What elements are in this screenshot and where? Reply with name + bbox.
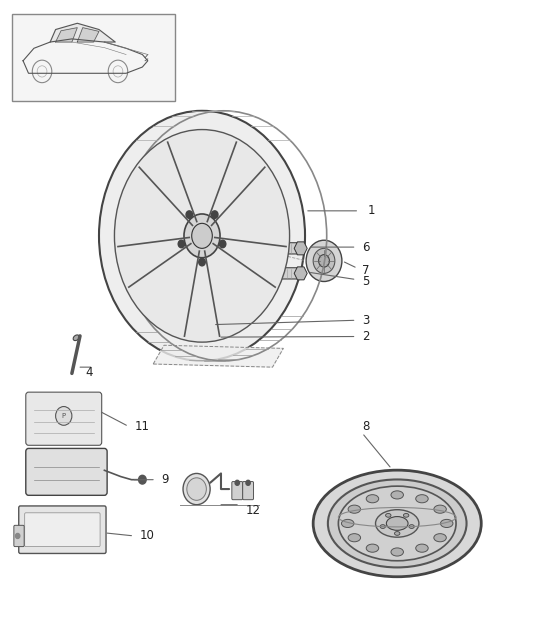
FancyBboxPatch shape [26, 448, 107, 495]
Ellipse shape [366, 544, 379, 552]
Text: 8: 8 [362, 420, 370, 433]
Text: 2: 2 [362, 330, 370, 343]
Text: 3: 3 [362, 314, 370, 327]
Ellipse shape [313, 470, 481, 577]
Circle shape [56, 406, 72, 425]
Text: P: P [62, 413, 66, 419]
Text: 12: 12 [245, 504, 261, 517]
Circle shape [183, 474, 210, 505]
Circle shape [319, 254, 329, 267]
Ellipse shape [342, 519, 354, 528]
Circle shape [246, 480, 250, 485]
FancyBboxPatch shape [26, 392, 102, 445]
Ellipse shape [385, 514, 391, 517]
Ellipse shape [73, 335, 79, 340]
Ellipse shape [395, 531, 400, 535]
Ellipse shape [114, 129, 289, 342]
Text: 10: 10 [140, 529, 155, 543]
Circle shape [193, 323, 200, 330]
Text: 4: 4 [86, 365, 93, 379]
Ellipse shape [434, 534, 446, 542]
Polygon shape [153, 345, 283, 367]
Circle shape [186, 211, 192, 219]
FancyBboxPatch shape [19, 506, 106, 553]
Text: 11: 11 [134, 420, 149, 433]
Ellipse shape [403, 514, 409, 517]
Ellipse shape [338, 486, 456, 561]
FancyBboxPatch shape [269, 268, 298, 279]
Ellipse shape [391, 548, 403, 556]
Ellipse shape [416, 495, 428, 503]
Ellipse shape [386, 517, 408, 530]
Ellipse shape [192, 224, 213, 248]
Ellipse shape [409, 524, 414, 528]
Circle shape [187, 478, 207, 501]
Circle shape [313, 248, 335, 273]
Bar [12, 14, 175, 102]
FancyBboxPatch shape [14, 526, 24, 546]
Polygon shape [77, 28, 99, 42]
Circle shape [306, 241, 342, 281]
Text: 9: 9 [161, 473, 169, 486]
Circle shape [235, 480, 239, 485]
Circle shape [178, 241, 185, 247]
Ellipse shape [328, 479, 467, 568]
Circle shape [199, 258, 205, 266]
FancyBboxPatch shape [232, 482, 243, 500]
FancyBboxPatch shape [25, 513, 100, 546]
Text: 7: 7 [362, 264, 370, 277]
Ellipse shape [348, 534, 361, 542]
FancyBboxPatch shape [269, 243, 298, 254]
Ellipse shape [366, 495, 379, 503]
Circle shape [138, 475, 146, 484]
Polygon shape [56, 28, 77, 42]
Text: 5: 5 [362, 275, 370, 288]
Ellipse shape [434, 505, 446, 513]
Text: 1: 1 [367, 204, 375, 217]
Circle shape [211, 211, 218, 219]
Circle shape [15, 533, 20, 538]
Ellipse shape [416, 544, 428, 552]
Polygon shape [50, 23, 115, 42]
Ellipse shape [380, 524, 385, 528]
Circle shape [219, 241, 226, 247]
Text: 6: 6 [362, 241, 370, 254]
FancyBboxPatch shape [243, 482, 253, 500]
Ellipse shape [99, 111, 305, 361]
Ellipse shape [348, 505, 361, 513]
Ellipse shape [391, 491, 403, 499]
Ellipse shape [184, 214, 220, 257]
Ellipse shape [376, 510, 419, 537]
Ellipse shape [440, 519, 453, 528]
